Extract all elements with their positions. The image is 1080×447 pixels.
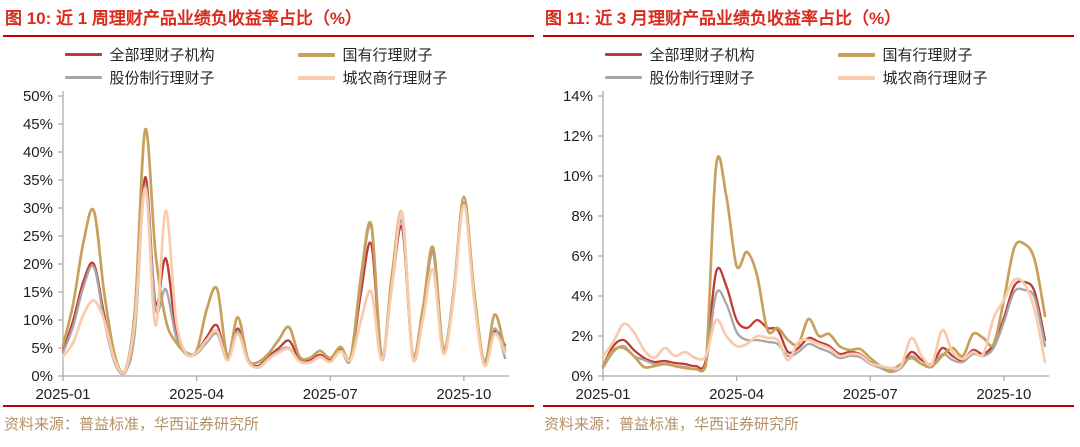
legend-item-2: 股份制行理财子: [64, 67, 270, 88]
y-tick-label: 45%: [23, 116, 53, 133]
y-tick-label: 5%: [31, 340, 53, 357]
title-rule: [543, 35, 1074, 37]
figure-title: 图 10: 近 1 周理财产品业绩负收益率占比（%）: [5, 9, 363, 28]
legend-label: 股份制行理财子: [649, 71, 755, 87]
legend-label: 城农商行理财子: [882, 71, 988, 87]
source-note: 资料来源：普益标准，华西证券研究所: [544, 417, 800, 433]
y-tick-label: 6%: [571, 248, 593, 265]
y-tick-label: 14%: [563, 88, 593, 105]
legend-swatch-icon: [297, 52, 335, 57]
legend-item-0: 全部理财子机构: [64, 44, 270, 65]
x-tick-label: 2025-07: [303, 386, 358, 403]
footer-rule: [543, 405, 1074, 407]
title-rule: [3, 35, 534, 37]
legend-item-3: 城农商行理财子: [297, 67, 473, 88]
y-tick-label: 30%: [23, 200, 53, 217]
y-tick-label: 50%: [23, 88, 53, 105]
figure-11-panel: 图 11: 近 3 月理财产品业绩负收益率占比（%） 全部理财子机构 国有行理财子…: [540, 0, 1080, 447]
legend-swatch-icon: [837, 75, 875, 80]
legend-item-2: 股份制行理财子: [604, 67, 810, 88]
source-note: 资料来源：普益标准，华西证券研究所: [4, 417, 260, 433]
footer-rule: [3, 405, 534, 407]
legend-item-1: 国有行理财子: [837, 44, 1013, 65]
series-line-3: [61, 187, 507, 375]
y-tick-label: 2%: [571, 328, 593, 345]
legend-item-0: 全部理财子机构: [604, 44, 810, 65]
legend-swatch-icon: [837, 52, 875, 57]
x-tick-label: 2025-10: [436, 386, 491, 403]
legend-label: 城农商行理财子: [342, 71, 448, 87]
legend-swatch-icon: [297, 75, 335, 80]
series-line-0: [61, 176, 507, 375]
x-tick-label: 2025-04: [709, 386, 764, 403]
y-tick-label: 10%: [23, 312, 53, 329]
legend-swatch-icon: [604, 53, 642, 56]
legend-swatch-icon: [64, 76, 102, 79]
series-line-3: [601, 277, 1047, 371]
y-tick-label: 0%: [31, 368, 53, 385]
y-tick-label: 40%: [23, 144, 53, 161]
legend-label: 股份制行理财子: [109, 71, 215, 87]
y-tick-label: 8%: [571, 208, 593, 225]
chart-canvas: 0% 2% 4% 6% 8% 10% 12% 14% 2025-01 2025-04 2025-07…: [563, 88, 1049, 403]
series-line-0: [601, 266, 1047, 370]
y-tick-label: 4%: [571, 288, 593, 305]
y-tick-label: 12%: [563, 128, 593, 145]
series-line-2: [601, 287, 1047, 374]
x-tick-label: 2025-01: [575, 386, 630, 403]
legend-label: 全部理财子机构: [109, 48, 215, 64]
legend-swatch-icon: [64, 53, 102, 56]
legend-item-1: 国有行理财子: [297, 44, 473, 65]
y-tick-label: 10%: [563, 168, 593, 185]
figure-10-panel: 图 10: 近 1 周理财产品业绩负收益率占比（%） 全部理财子机构 国有行理财子…: [3, 9, 534, 433]
x-tick-label: 2025-07: [843, 386, 898, 403]
legend: 全部理财子机构 国有行理财子股份制行理财子 城农商行理财子: [543, 44, 1074, 88]
series-line-1: [61, 128, 507, 374]
series-line-1: [601, 155, 1047, 373]
y-tick-label: 20%: [23, 256, 53, 273]
x-tick-label: 2025-10: [976, 386, 1031, 403]
y-tick-label: 15%: [23, 284, 53, 301]
legend-swatch-icon: [604, 76, 642, 79]
legend-label: 国有行理财子: [342, 48, 433, 64]
x-tick-label: 2025-01: [35, 386, 90, 403]
legend-label: 全部理财子机构: [649, 48, 755, 64]
series-line-2: [61, 184, 507, 376]
chart-canvas: 0% 5% 10% 15% 20% 25% 30% 35% 40% 45% 50% 2025-01 20…: [23, 88, 509, 403]
figure-title: 图 11: 近 3 月理财产品业绩负收益率占比（%）: [545, 9, 902, 28]
y-tick-label: 0%: [571, 368, 593, 385]
legend: 全部理财子机构 国有行理财子股份制行理财子 城农商行理财子: [3, 44, 534, 88]
y-tick-label: 25%: [23, 228, 53, 245]
legend-item-3: 城农商行理财子: [837, 67, 1013, 88]
x-tick-label: 2025-04: [169, 386, 224, 403]
y-tick-label: 35%: [23, 172, 53, 189]
legend-label: 国有行理财子: [882, 48, 973, 64]
